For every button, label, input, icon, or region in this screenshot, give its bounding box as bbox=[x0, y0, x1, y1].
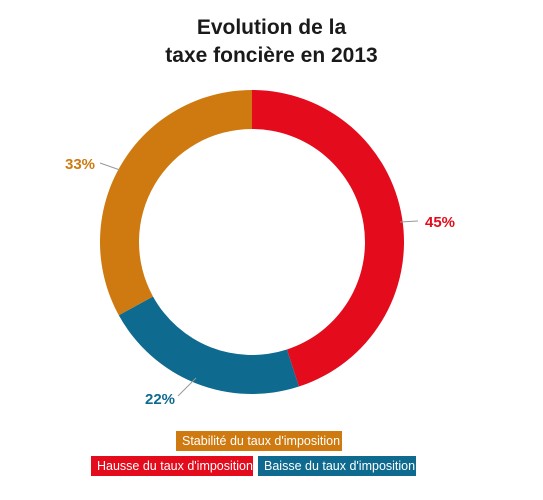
chart-title-line-1: Evolution de la bbox=[196, 16, 347, 39]
leader-line-baisse bbox=[177, 377, 197, 397]
chart-title-line-2: taxe foncière en 2013 bbox=[165, 44, 378, 67]
data-label-hausse: 45% bbox=[425, 214, 455, 231]
leader-line-hausse bbox=[399, 220, 419, 223]
data-label-baisse: 22% bbox=[145, 391, 175, 408]
slice-hausse bbox=[252, 90, 404, 387]
legend-item-hausse: Hausse du taux d'imposition bbox=[91, 456, 253, 476]
leader-line-stabilite bbox=[99, 162, 121, 171]
slice-baisse bbox=[118, 296, 299, 394]
data-label-stabilite: 33% bbox=[65, 156, 95, 173]
legend-item-stabilite: Stabilité du taux d'imposition bbox=[176, 431, 342, 451]
legend-item-baisse: Baisse du taux d'imposition bbox=[258, 456, 416, 476]
slice-stabilite bbox=[99, 90, 253, 316]
